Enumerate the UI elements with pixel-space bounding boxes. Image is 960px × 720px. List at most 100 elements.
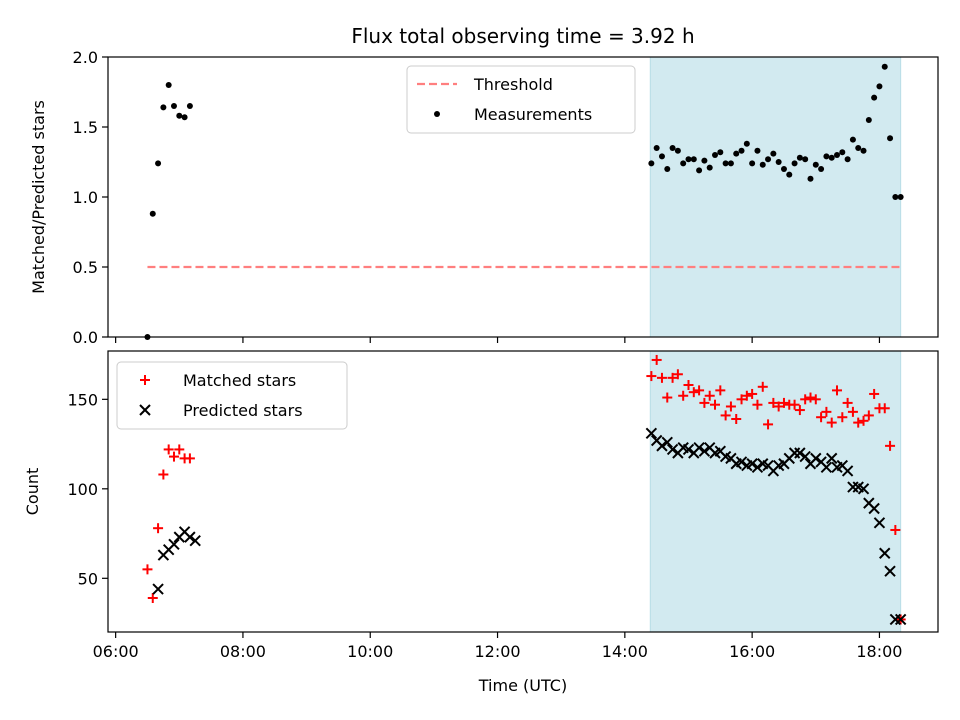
measurement-point [722,160,729,167]
predicted-star-point [825,452,838,465]
predicted-star-point [857,483,870,495]
measurement-point [828,154,835,161]
axes-frame [107,350,939,633]
highlight-band [650,57,901,337]
x-tick-label: 16:00 [729,642,775,661]
matched-star-point [662,392,673,403]
predicted-star-point [152,583,164,595]
measurement-point [186,103,193,109]
measurement-point [860,147,867,154]
measurement-point [849,136,856,143]
matched-star-point [821,406,832,417]
measurement-point [865,117,872,123]
measurement-point [160,104,167,111]
predicted-star-point [645,427,658,440]
matched-star-point [184,453,195,464]
predicted-star-point [189,535,201,547]
y-axis-label: Matched/Predicted stars [29,100,48,294]
x-tick-label: 08:00 [220,642,266,661]
matched-star-point [837,412,848,423]
legend-label: Matched stars [183,371,296,390]
x-tick-label: 14:00 [602,642,648,661]
legend-box [116,361,348,430]
predicted-star-point [746,458,758,470]
legend-measurement-swatch [434,111,440,117]
matched-star-point [147,592,158,603]
measurement-point [802,156,809,163]
matched-star-point [667,372,678,383]
matched-star-point [810,394,821,405]
predicted-star-point [884,565,896,577]
measurement-point [712,152,719,158]
measurement-point [780,166,787,172]
measurement-point [733,150,740,157]
matched-star-point [879,403,890,414]
predicted-star-point [656,440,668,452]
matched-star-point [885,440,896,451]
predicted-star-point [693,441,705,454]
legend-box [406,65,636,134]
measurement-point [871,94,878,101]
measurement-point [765,156,772,163]
matched-star-point [752,399,763,410]
predicted-star-point [873,517,886,529]
predicted-star-point [794,447,806,459]
measurement-point [897,194,904,200]
measurement-point [749,160,756,167]
predicted-star-point [894,613,907,626]
matched-star-point [773,401,784,412]
measurement-point [834,152,841,158]
predicted-star-point [868,502,880,515]
matched-star-point [853,417,864,428]
matched-star-point [710,399,721,410]
measurement-point [176,112,183,119]
measurement-point [696,167,703,174]
matched-star-point [699,397,710,408]
measurement-point [690,156,697,163]
predicted-star-point [820,461,833,474]
measurement-point [658,153,665,160]
measurement-point [807,175,814,182]
matched-star-point [678,390,689,401]
matched-star-point [736,394,747,405]
measurement-point [855,145,862,151]
measurement-point [664,166,671,172]
measurement-point [727,160,734,167]
matched-star-point [694,385,705,396]
measurement-point [887,135,894,142]
predicted-star-point [799,450,811,463]
measurement-point [775,159,782,165]
matched-star-point [715,385,726,396]
measurement-point [743,140,750,147]
matched-star-point [863,410,874,421]
matched-star-point [763,419,774,430]
predicted-star-point [184,531,196,543]
highlight-band [650,351,901,632]
legend-label: Measurements [474,105,592,124]
predicted-star-point [879,547,891,559]
predicted-star-point [666,443,679,456]
predicted-star-point [698,445,711,457]
matched-star-point [688,387,699,398]
legend-label: Threshold [473,75,553,94]
y-tick-label: 1.0 [73,188,98,207]
measurement-point [701,157,708,164]
predicted-star-point [661,436,673,448]
measurement-point [738,147,745,154]
matched-star-point [672,369,683,380]
legend-predicted-swatch [139,404,151,416]
matched-star-point [720,410,731,421]
matched-star-point [741,390,752,401]
measurement-point [674,147,681,154]
x-axis-label: Time (UTC) [478,676,567,695]
measurement-point [844,156,851,163]
measurement-point [717,149,724,156]
legend-matched-swatch [140,375,150,385]
predicted-star-point [168,538,180,551]
predicted-star-point [751,461,764,474]
matched-star-point [142,564,153,575]
measurement-point [706,164,713,171]
measurement-point [881,63,888,70]
matched-star-point [789,399,800,410]
matched-star-point [757,381,768,392]
